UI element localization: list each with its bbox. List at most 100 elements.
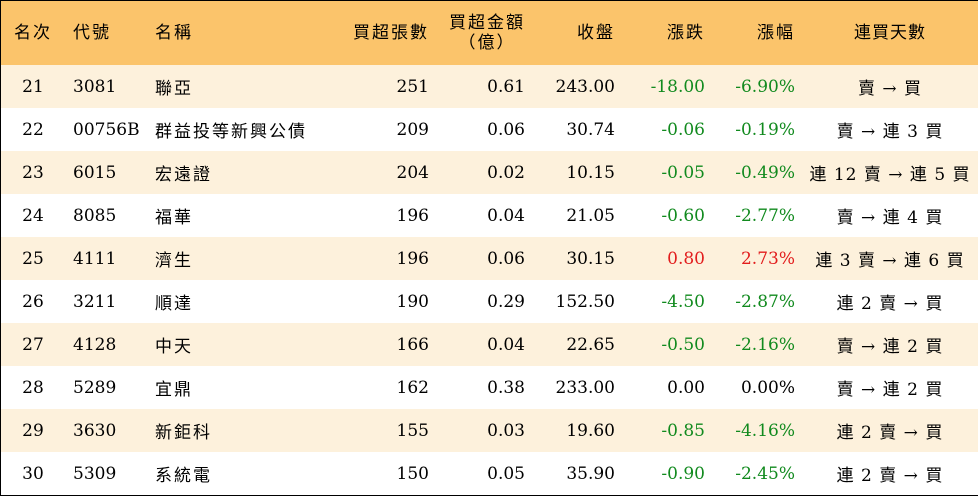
table-header: 名次 代號 名稱 買超張數 買超金額 （億） 收盤 漲跌 漲幅 連買天數 [1,1,978,65]
cell-buy-days: 賣 → 連 2 買 [836,337,944,357]
table-row: 22 00756B 群益投等新興公債 209 0.06 30.74 -0.06 -0.19% 賣… [1,108,978,151]
cell-change: -4.50 [661,291,705,312]
cell-net-buy-amount: 0.38 [487,377,525,398]
cell-change: -0.60 [661,205,705,226]
cell-change-pct: -2.87% [735,291,795,312]
cell-close: 10.15 [566,162,615,183]
cell-net-buy-amount: 0.05 [487,463,525,484]
cell-rank: 25 [22,248,44,269]
table-row: 30 5309 系統電 150 0.05 35.90 -0.90 -2.45% 連 2 賣 → … [1,452,978,495]
cell-change: -0.05 [661,162,705,183]
cell-change-pct: -2.77% [735,205,795,226]
cell-code: 3630 [73,420,117,441]
cell-name: 系統電 [155,466,212,486]
cell-close: 22.65 [566,334,615,355]
cell-name: 宜鼎 [155,380,193,400]
table-row: 21 3081 聯亞 251 0.61 243.00 -18.00 -6.90% 賣 → 買 [1,65,978,108]
cell-net-buy-lots: 251 [396,76,429,97]
cell-change-pct: -6.90% [735,76,795,97]
cell-net-buy-lots: 155 [396,420,429,441]
cell-net-buy-lots: 190 [396,291,429,312]
table-row: 28 5289 宜鼎 162 0.38 233.00 0.00 0.00% 賣 → 連 2 買 [1,366,978,409]
table-row: 29 3630 新鉅科 155 0.03 19.60 -0.85 -4.16% 連 2 賣 → … [1,409,978,452]
cell-name: 宏遠證 [155,165,212,185]
header-net-buy-lots: 買超張數 [353,23,429,43]
cell-net-buy-lots: 196 [396,248,429,269]
cell-buy-days: 賣 → 連 3 買 [836,122,944,142]
header-row: 名次 代號 名稱 買超張數 買超金額 （億） 收盤 漲跌 漲幅 連買天數 [1,1,978,65]
cell-net-buy-lots: 204 [396,162,429,183]
cell-net-buy-lots: 209 [396,119,429,140]
cell-code: 3081 [73,76,117,97]
cell-net-buy-amount: 0.02 [487,162,525,183]
cell-code: 6015 [73,162,117,183]
cell-close: 35.90 [566,463,615,484]
cell-code: 5309 [73,463,117,484]
cell-buy-days: 賣 → 連 4 買 [836,208,944,228]
header-buy-days: 連買天數 [854,23,926,43]
cell-rank: 27 [22,334,44,355]
table-row: 26 3211 順達 190 0.29 152.50 -4.50 -2.87% 連 2 賣 → … [1,280,978,323]
cell-rank: 22 [22,119,44,140]
cell-change-pct: -0.49% [735,162,795,183]
cell-code: 00756B [73,119,140,140]
cell-close: 30.15 [566,248,615,269]
cell-name: 聯亞 [155,79,193,99]
cell-change-pct: -2.45% [735,463,795,484]
cell-code: 5289 [73,377,117,398]
cell-change-pct: 2.73% [740,248,795,269]
cell-net-buy-lots: 150 [396,463,429,484]
cell-net-buy-lots: 196 [396,205,429,226]
cell-code: 8085 [73,205,117,226]
cell-net-buy-amount: 0.61 [487,76,525,97]
cell-rank: 24 [22,205,44,226]
cell-rank: 28 [22,377,44,398]
header-change-pct: 漲幅 [757,23,795,43]
cell-buy-days: 連 2 賣 → 買 [836,466,944,486]
cell-rank: 29 [22,420,44,441]
cell-close: 152.50 [555,291,615,312]
cell-name: 濟生 [155,251,193,271]
cell-buy-days: 連 12 賣 → 連 5 買 [809,165,971,185]
cell-name: 新鉅科 [155,423,212,443]
cell-change-pct: -2.16% [735,334,795,355]
cell-buy-days: 連 2 賣 → 買 [836,423,944,443]
cell-code: 3211 [73,291,117,312]
header-change: 漲跌 [667,23,705,43]
header-net-buy-amount-line1: 買超金額 [449,13,525,33]
cell-net-buy-lots: 162 [396,377,429,398]
cell-name: 福華 [155,208,193,228]
header-name: 名稱 [155,23,193,43]
cell-buy-days: 賣 → 買 [857,79,923,99]
cell-change: 0.00 [667,377,705,398]
header-net-buy-amount: 買超金額 （億） [429,1,525,65]
cell-rank: 21 [22,76,44,97]
cell-change: 0.80 [667,248,705,269]
cell-name: 中天 [155,337,193,357]
cell-net-buy-amount: 0.04 [487,334,525,355]
cell-change: -0.90 [661,463,705,484]
cell-buy-days: 連 3 賣 → 連 6 買 [815,251,965,271]
cell-change-pct: 0.00% [740,377,795,398]
cell-change: -18.00 [650,76,705,97]
cell-net-buy-amount: 0.06 [487,248,525,269]
cell-buy-days: 連 2 賣 → 買 [836,294,944,314]
cell-name: 順達 [155,294,193,314]
cell-net-buy-amount: 0.04 [487,205,525,226]
cell-change: -0.06 [661,119,705,140]
cell-change: -0.85 [661,420,705,441]
table-row: 24 8085 福華 196 0.04 21.05 -0.60 -2.77% 賣 → 連 4 買 [1,194,978,237]
cell-close: 19.60 [566,420,615,441]
cell-net-buy-amount: 0.06 [487,119,525,140]
cell-rank: 23 [22,162,44,183]
header-close: 收盤 [577,23,615,43]
cell-close: 21.05 [566,205,615,226]
cell-close: 30.74 [566,119,615,140]
cell-code: 4111 [73,248,117,269]
cell-name: 群益投等新興公債 [155,122,307,142]
cell-close: 233.00 [555,377,615,398]
cell-close: 243.00 [555,76,615,97]
table-body: 21 3081 聯亞 251 0.61 243.00 -18.00 -6.90% 賣 → 買 22… [1,65,978,495]
